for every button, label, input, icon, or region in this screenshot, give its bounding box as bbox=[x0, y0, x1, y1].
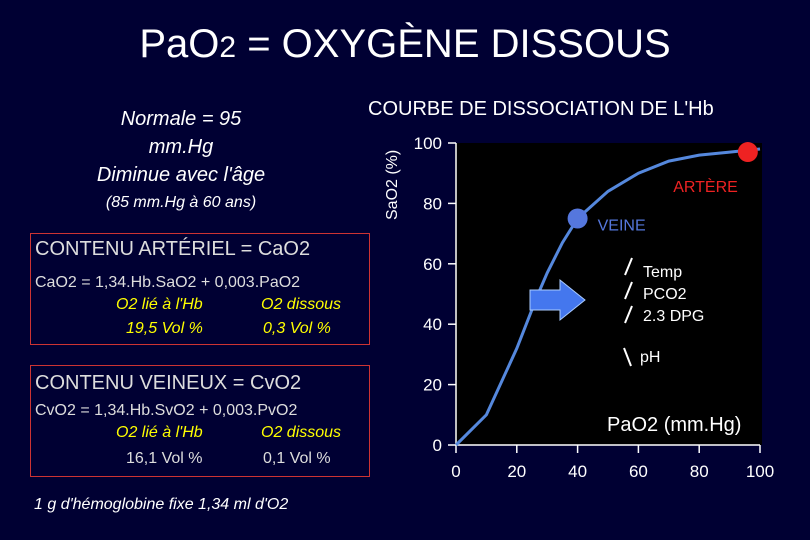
right-shift-arrow bbox=[529, 278, 586, 322]
venous-dissolved-value: 0,1 Vol % bbox=[263, 450, 331, 467]
normal-note: Normale = 95 mm.Hg Diminue avec l'âge (8… bbox=[56, 105, 306, 217]
y-tick-label: 100 bbox=[414, 134, 442, 153]
normal-value: Normale = 95 bbox=[120, 108, 242, 130]
arterial-heading: CONTENU ARTÉRIEL = CaO2 bbox=[35, 238, 311, 260]
y-axis-label: SaO2 (%) bbox=[384, 149, 401, 220]
x-tick-label: 80 bbox=[690, 462, 709, 481]
y-tick-label: 80 bbox=[423, 194, 442, 213]
shift-factor-dpg: 2.3 DPG bbox=[643, 308, 705, 325]
x-axis-label: PaO2 (mm.Hg) bbox=[607, 414, 742, 436]
y-tick-label: 20 bbox=[423, 376, 442, 395]
venous-content-box: CONTENU VEINEUX = CvO2 CvO2 = 1,34.Hb.Sv… bbox=[30, 365, 370, 477]
footnote: 1 g d'hémoglobine fixe 1,34 ml d'O2 bbox=[34, 496, 289, 513]
x-tick-label: 0 bbox=[451, 462, 460, 481]
arterial-bound-label: O2 lié à l'Hb bbox=[116, 296, 203, 313]
arterial-content-box: CONTENU ARTÉRIEL = CaO2 CaO2 = 1,34.Hb.S… bbox=[30, 233, 370, 345]
y-tick-label: 60 bbox=[423, 255, 442, 274]
vein-point-label: VEINE bbox=[598, 218, 646, 235]
artery-point-label: ARTÈRE bbox=[673, 177, 738, 196]
age-note: Diminue avec l'âge bbox=[96, 164, 266, 186]
x-tick-label: 20 bbox=[507, 462, 526, 481]
arterial-dissolved-label: O2 dissous bbox=[261, 296, 342, 313]
vein-point bbox=[567, 208, 588, 229]
ph-down-marker bbox=[623, 347, 632, 367]
venous-dissolved-label: O2 dissous bbox=[261, 424, 342, 441]
chart-title: COURBE DE DISSOCIATION DE L'Hb bbox=[368, 98, 714, 120]
arterial-bound-value: 19,5 Vol % bbox=[126, 320, 203, 337]
shift-factor-pco2: PCO2 bbox=[643, 286, 687, 303]
x-tick-label: 60 bbox=[629, 462, 648, 481]
shift-factor-ph: pH bbox=[640, 349, 661, 366]
dpg-up-marker bbox=[624, 305, 633, 324]
venous-heading: CONTENU VEINEUX = CvO2 bbox=[35, 372, 302, 394]
shift-factor-temp: Temp bbox=[643, 264, 683, 281]
artery-point bbox=[737, 142, 758, 163]
pco2-up-marker bbox=[624, 281, 633, 300]
shift-markers bbox=[623, 257, 633, 367]
y-tick-label: 40 bbox=[423, 315, 442, 334]
y-tick-label: 0 bbox=[433, 436, 442, 455]
age-example: (85 mm.Hg à 60 ans) bbox=[105, 194, 257, 211]
normal-unit: mm.Hg bbox=[148, 136, 214, 158]
venous-bound-label: O2 lié à l'Hb bbox=[116, 424, 203, 441]
x-tick-label: 100 bbox=[746, 462, 774, 481]
temp-up-marker bbox=[624, 257, 633, 276]
arterial-dissolved-value: 0,3 Vol % bbox=[263, 320, 331, 337]
venous-formula: CvO2 = 1,34.Hb.SvO2 + 0,003.PvO2 bbox=[35, 402, 298, 419]
page-title: PaO2 = OXYGÈNE DISSOUS bbox=[139, 22, 671, 66]
plot-area bbox=[455, 143, 762, 445]
venous-bound-value: 16,1 Vol % bbox=[126, 450, 203, 467]
arterial-formula: CaO2 = 1,34.Hb.SaO2 + 0,003.PaO2 bbox=[35, 274, 301, 291]
x-tick-label: 40 bbox=[568, 462, 587, 481]
